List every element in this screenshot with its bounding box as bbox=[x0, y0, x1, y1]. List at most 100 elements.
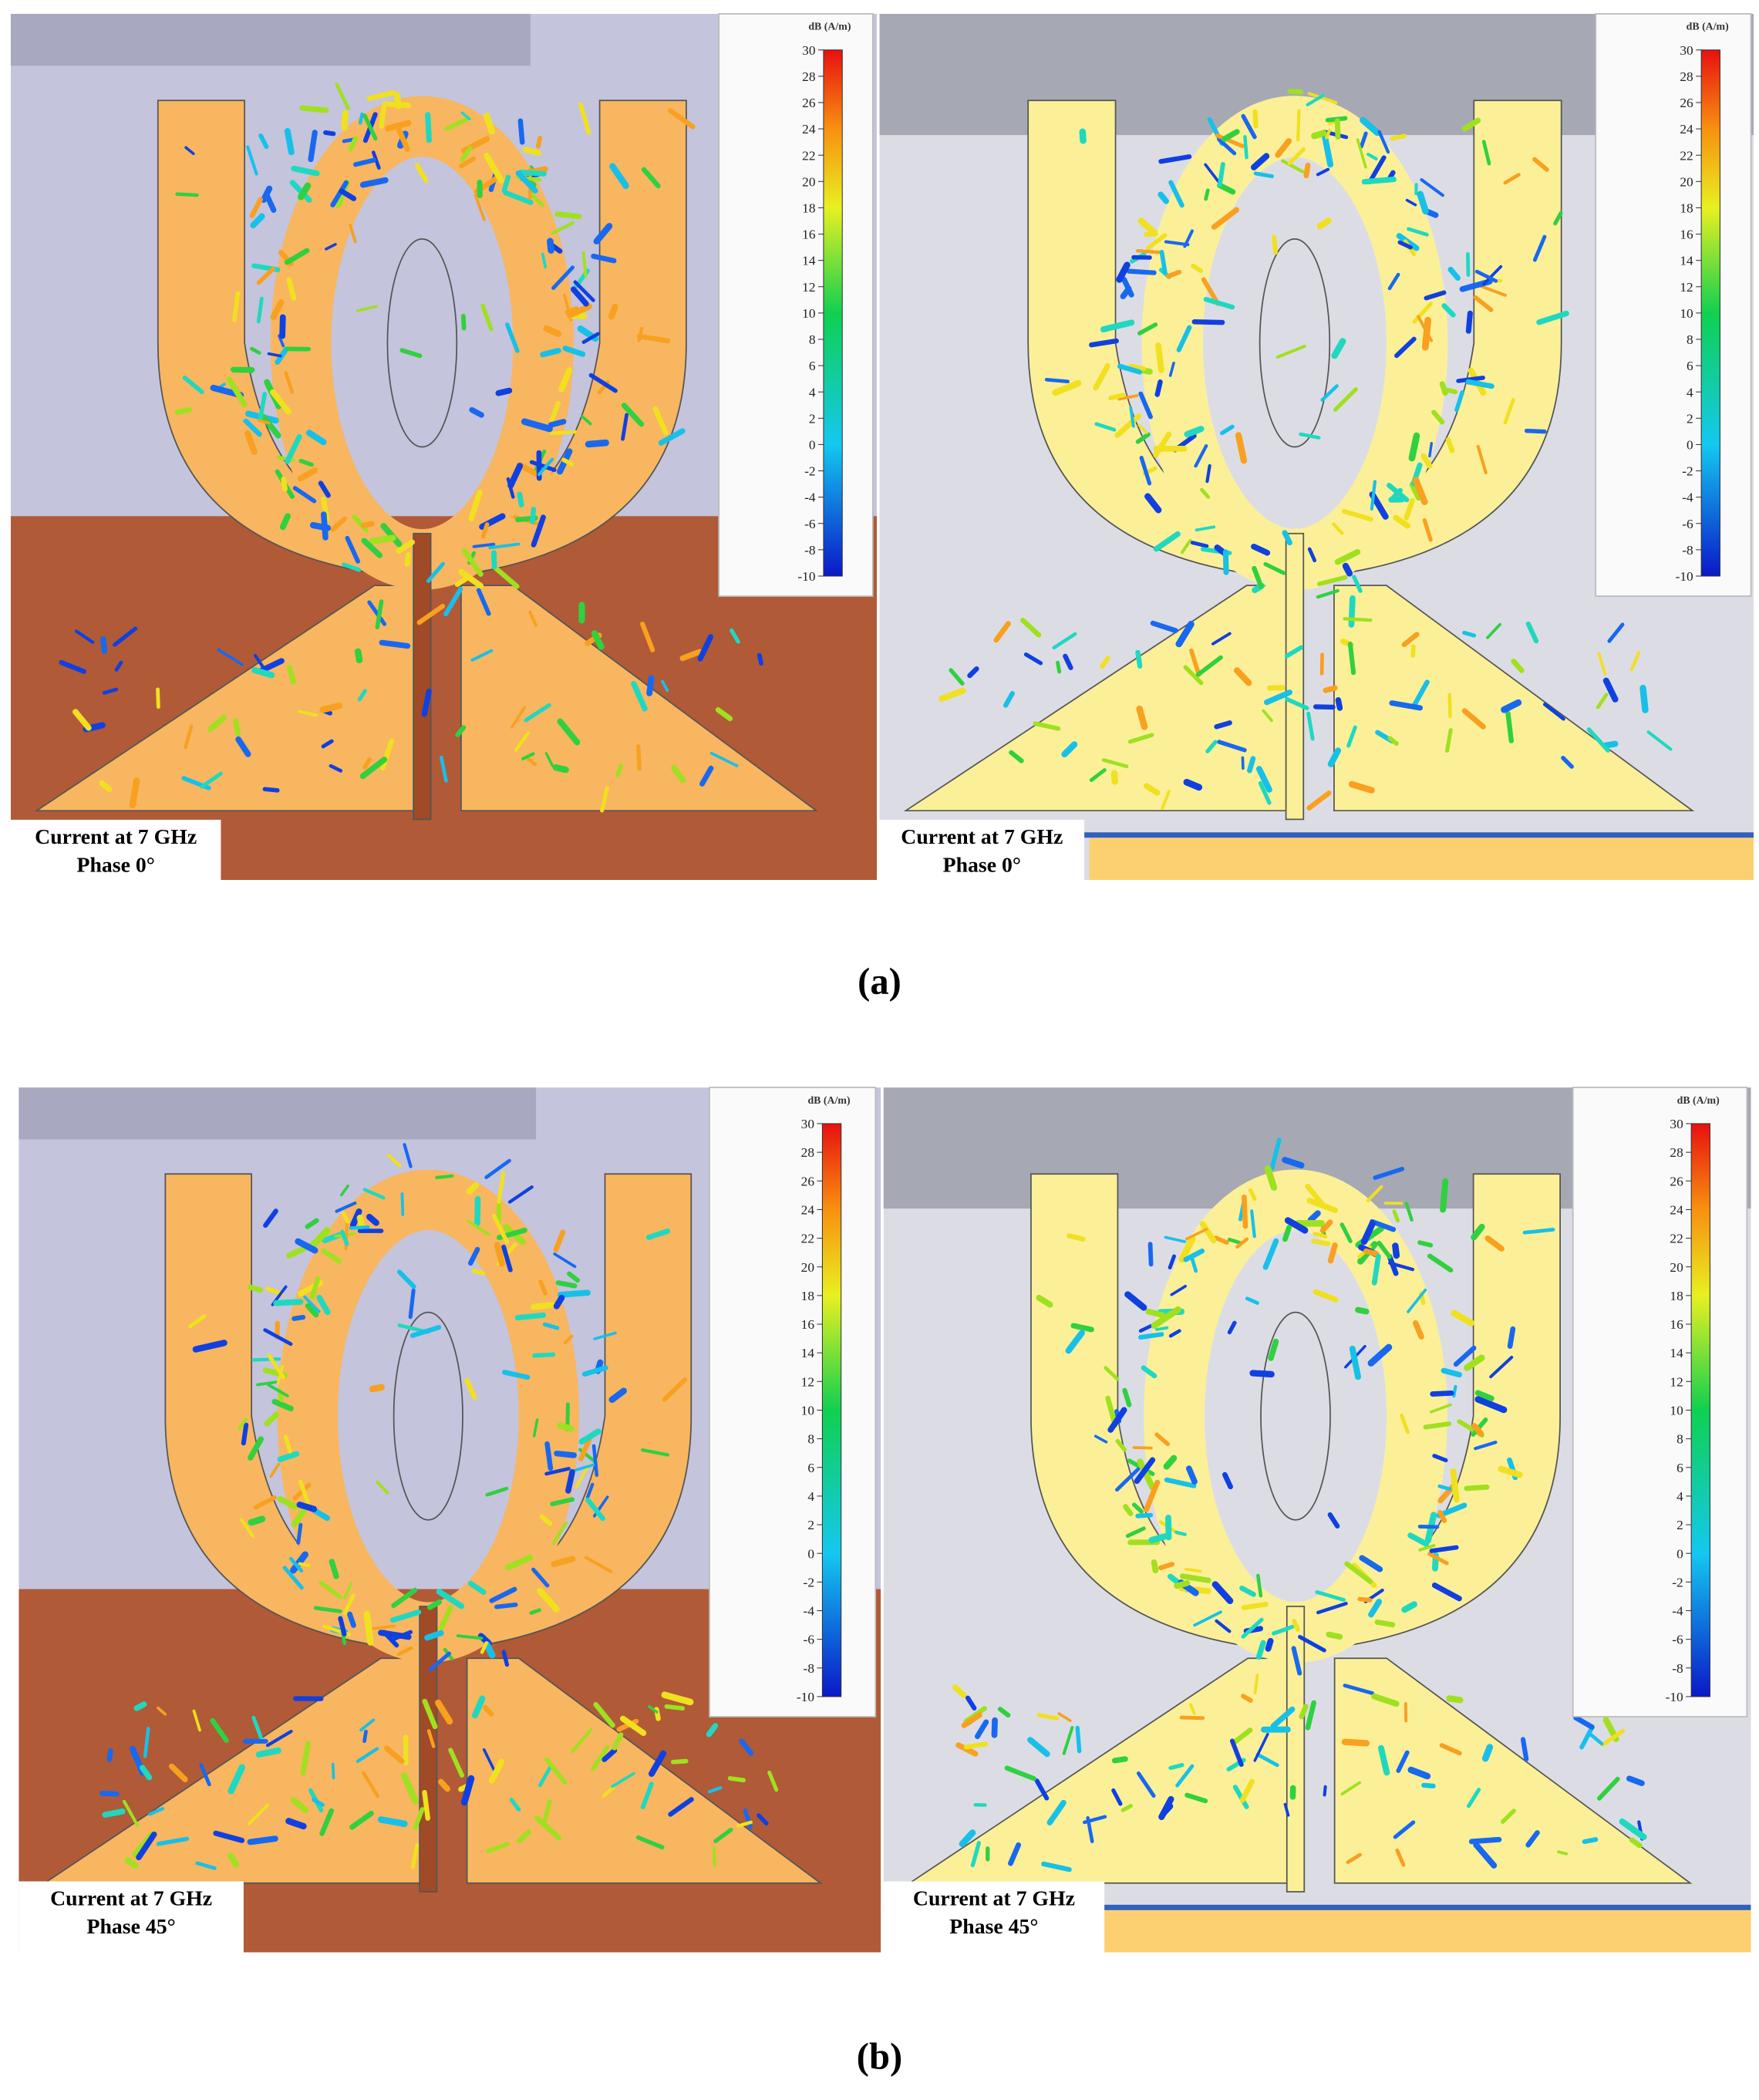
current-arrow bbox=[1263, 689, 1292, 706]
colorbar-tick-label: -8 bbox=[1682, 543, 1693, 558]
view-caption: Phase 45° bbox=[87, 1915, 176, 1939]
current-arrow bbox=[270, 389, 292, 415]
colorbar-tick-label: 22 bbox=[1680, 148, 1693, 163]
current-arrow bbox=[1164, 1477, 1197, 1488]
current-arrow bbox=[1403, 497, 1415, 521]
current-arrow bbox=[421, 688, 432, 717]
current-arrow bbox=[330, 516, 347, 532]
current-arrow bbox=[318, 480, 331, 498]
colorbar-tick-label: -6 bbox=[804, 517, 816, 531]
current-arrow bbox=[258, 658, 285, 674]
current-arrow bbox=[1409, 481, 1422, 501]
current-arrow bbox=[246, 145, 258, 176]
current-arrow bbox=[184, 146, 195, 156]
current-arrow bbox=[1453, 1345, 1477, 1367]
current-arrow bbox=[581, 1365, 608, 1377]
current-arrow bbox=[175, 192, 199, 197]
current-arrow bbox=[1255, 1640, 1266, 1660]
current-arrow bbox=[562, 346, 586, 357]
current-arrow bbox=[612, 1732, 624, 1751]
current-arrow bbox=[1597, 652, 1607, 676]
current-arrow bbox=[1136, 1771, 1156, 1798]
current-arrow bbox=[270, 299, 285, 320]
current-arrow bbox=[494, 1602, 518, 1610]
current-arrow bbox=[1579, 1726, 1594, 1750]
current-arrow bbox=[1525, 1830, 1540, 1848]
caption-box bbox=[19, 1881, 244, 1953]
current-arrow bbox=[1387, 272, 1400, 291]
current-arrow bbox=[281, 476, 288, 492]
colorbar-tick-label: 16 bbox=[1680, 228, 1693, 242]
current-arrow bbox=[507, 463, 524, 489]
current-arrow bbox=[1439, 381, 1448, 396]
current-arrow bbox=[1131, 1502, 1144, 1514]
current-arrow bbox=[1033, 721, 1061, 731]
current-arrow bbox=[1296, 109, 1301, 142]
current-arrow bbox=[1511, 658, 1525, 673]
current-arrow bbox=[480, 1640, 489, 1654]
current-arrow bbox=[199, 1763, 211, 1787]
colorbar-tick-label: 8 bbox=[807, 1432, 814, 1447]
current-arrow bbox=[383, 1745, 405, 1765]
current-arrow bbox=[1313, 1231, 1328, 1239]
view-caption: Current at 7 GHz bbox=[901, 825, 1063, 849]
current-arrow bbox=[709, 751, 739, 767]
current-arrow bbox=[517, 491, 524, 507]
colorbar-tick-label: -4 bbox=[804, 1604, 815, 1619]
current-arrow bbox=[291, 1507, 308, 1528]
current-arrow bbox=[1044, 378, 1070, 384]
colorbar: dB (A/m)302826242220181614121086420-2-4-… bbox=[1572, 1087, 1748, 1717]
current-arrow bbox=[517, 118, 525, 145]
current-arrow bbox=[379, 104, 387, 129]
current-arrow bbox=[664, 1704, 686, 1711]
current-arrow bbox=[188, 1314, 207, 1329]
current-arrow bbox=[767, 1770, 779, 1792]
current-arrow bbox=[1377, 1744, 1390, 1776]
colorbar-tick-label: 12 bbox=[802, 280, 815, 295]
current-arrow bbox=[1596, 693, 1609, 710]
current-arrow bbox=[566, 303, 593, 319]
current-arrow bbox=[1203, 296, 1235, 310]
current-arrow bbox=[1360, 1220, 1376, 1246]
colorbar: dB (A/m)302826242220181614121086420-2-4-… bbox=[1595, 13, 1752, 597]
current-arrow bbox=[1420, 178, 1444, 197]
current-arrow bbox=[529, 460, 557, 472]
current-arrow bbox=[550, 1497, 575, 1507]
colorbar-tick-label: 2 bbox=[1676, 1518, 1683, 1532]
current-arrow bbox=[367, 600, 387, 626]
current-arrow bbox=[1430, 1390, 1454, 1397]
current-arrow bbox=[1478, 284, 1507, 297]
current-arrow bbox=[312, 1798, 325, 1807]
colorbar-tick-label: 30 bbox=[802, 43, 816, 58]
colorbar-tick-label: 26 bbox=[802, 96, 816, 110]
current-arrow bbox=[1299, 1704, 1309, 1720]
colorbar-tick-label: 30 bbox=[1680, 43, 1693, 58]
current-arrow bbox=[136, 1831, 157, 1861]
current-arrow bbox=[467, 1246, 480, 1266]
current-arrow bbox=[254, 1495, 277, 1510]
current-arrow bbox=[1165, 1515, 1172, 1541]
current-arrow bbox=[1407, 1766, 1431, 1780]
current-arrow bbox=[1065, 1330, 1085, 1354]
current-arrow bbox=[195, 1861, 217, 1870]
current-arrow bbox=[1027, 1737, 1050, 1758]
current-arrow bbox=[974, 1719, 989, 1739]
current-arrow bbox=[1242, 1194, 1248, 1229]
current-arrow bbox=[471, 1695, 486, 1719]
current-arrow bbox=[494, 1242, 505, 1267]
current-arrow bbox=[1036, 1294, 1053, 1308]
current-arrow bbox=[483, 112, 496, 135]
colorbar-tick-label: -6 bbox=[1682, 517, 1693, 531]
current-arrow bbox=[362, 1771, 380, 1798]
current-arrow bbox=[1235, 432, 1248, 464]
current-arrow bbox=[554, 211, 582, 220]
current-arrow bbox=[615, 763, 624, 777]
colorbar-tick-label: 6 bbox=[809, 359, 816, 373]
current-arrow bbox=[313, 1606, 342, 1613]
current-arrow bbox=[757, 1813, 769, 1825]
current-arrow bbox=[1316, 167, 1330, 177]
current-arrow bbox=[574, 1464, 591, 1489]
current-arrow bbox=[471, 1268, 486, 1276]
current-arrow bbox=[362, 113, 378, 141]
current-arrow bbox=[459, 156, 476, 169]
